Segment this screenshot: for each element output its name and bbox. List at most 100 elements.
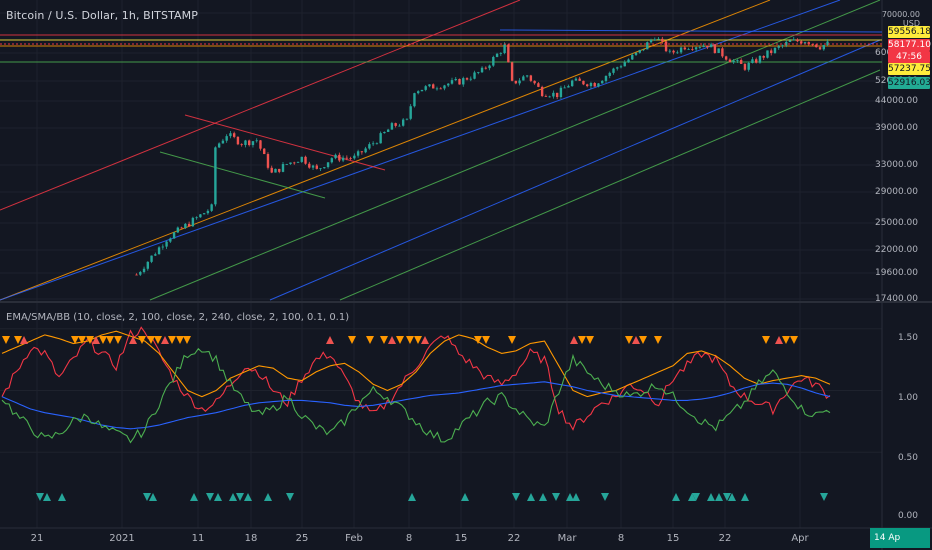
candle-body <box>709 44 713 48</box>
signal-marker <box>149 493 157 501</box>
trendline <box>149 0 881 301</box>
signal-marker <box>236 493 244 501</box>
price-tag-support: 52916.03 <box>888 77 931 89</box>
signal-marker <box>388 336 396 344</box>
candle-body <box>184 223 187 229</box>
candle-body <box>221 140 225 144</box>
candle-body <box>341 157 345 161</box>
candle-body <box>326 162 330 168</box>
candle-body <box>199 214 202 218</box>
candle-body <box>781 45 784 47</box>
indicator-label[interactable]: EMA/SMA/BB (10, close, 2, 100, close, 2,… <box>6 312 350 323</box>
signal-marker <box>728 493 736 501</box>
signal-marker <box>601 493 609 501</box>
time-axis-tick: 11 <box>191 533 205 544</box>
candle-body <box>582 80 585 85</box>
candle-body <box>739 59 743 64</box>
signal-marker <box>572 493 580 501</box>
signal-marker <box>183 336 191 344</box>
signal-marker <box>539 493 547 501</box>
candle-body <box>176 227 180 233</box>
candle-body <box>698 47 702 48</box>
candle-body <box>717 48 720 53</box>
trendline <box>499 29 883 33</box>
price-axis-tick: 70000.00 <box>881 10 920 19</box>
signal-marker <box>570 336 578 344</box>
candle-body <box>255 140 258 142</box>
signal-marker <box>586 336 594 344</box>
candle-body <box>240 144 243 146</box>
trendline <box>0 0 771 301</box>
candle-body <box>721 48 724 57</box>
candle-body <box>616 67 619 69</box>
candle-body <box>657 38 660 40</box>
signal-marker <box>762 336 770 344</box>
time-axis-tick: 21 <box>30 533 44 544</box>
price-axis-unit: 70000.00 USD <box>882 10 920 28</box>
time-axis-tick: 8 <box>405 533 413 544</box>
candle-body <box>236 136 240 145</box>
candle-body <box>458 78 461 85</box>
candle-body <box>142 268 146 273</box>
candle-body <box>777 46 780 48</box>
candle-body <box>413 93 416 107</box>
signal-marker <box>654 336 662 344</box>
symbol-title[interactable]: Bitcoin / U.S. Dollar, 1h, BITSTAMP <box>6 9 198 22</box>
price-tag-countdown: 47:56 <box>888 51 930 63</box>
signal-marker <box>114 336 122 344</box>
time-axis-tick: 15 <box>666 533 680 544</box>
candle-body <box>559 87 563 98</box>
candle-body <box>488 65 491 69</box>
candle-body <box>818 47 822 50</box>
candle-body <box>420 89 424 92</box>
trendline <box>159 151 326 199</box>
candle-body <box>394 123 397 126</box>
signal-marker <box>168 336 176 344</box>
candle-body <box>601 80 604 84</box>
candle-body <box>360 151 364 153</box>
trendline <box>269 39 881 301</box>
candle-body <box>405 118 409 120</box>
candle-body <box>773 47 777 54</box>
candle-body <box>401 119 405 126</box>
signal-marker <box>512 493 520 501</box>
candle-body <box>157 247 161 255</box>
candle-body <box>206 210 210 214</box>
signal-marker <box>143 493 151 501</box>
time-axis-tick: 2021 <box>109 533 135 544</box>
signal-marker <box>154 336 162 344</box>
candle-body <box>259 140 262 149</box>
signal-marker <box>672 493 680 501</box>
candle-body <box>638 49 641 53</box>
indicator-line <box>1 326 831 431</box>
signal-marker <box>414 336 422 344</box>
signal-marker <box>482 336 490 344</box>
candle-body <box>386 129 390 132</box>
signal-marker <box>406 336 414 344</box>
signal-marker <box>461 493 469 501</box>
candle-body <box>454 78 457 81</box>
time-axis-tick: 25 <box>295 533 309 544</box>
candle-body <box>661 38 664 42</box>
candle-body <box>646 42 649 50</box>
signal-marker <box>692 493 700 501</box>
signal-marker <box>286 493 294 501</box>
candle-body <box>537 83 540 87</box>
candle-body <box>368 144 371 149</box>
candle-body <box>480 67 484 73</box>
signal-marker <box>14 336 22 344</box>
candle-body <box>435 88 439 90</box>
time-axis-cursor-badge: 14 Ap <box>870 528 930 548</box>
candle-body <box>263 148 266 155</box>
signal-marker <box>106 336 114 344</box>
signal-marker <box>206 493 214 501</box>
trendline <box>339 69 881 301</box>
candle-body <box>191 217 195 227</box>
candle-body <box>525 75 529 77</box>
candle-body <box>390 123 394 130</box>
candle-body <box>533 80 536 84</box>
time-axis-tick: 22 <box>718 533 732 544</box>
signal-marker <box>707 493 715 501</box>
candle-body <box>634 52 638 55</box>
